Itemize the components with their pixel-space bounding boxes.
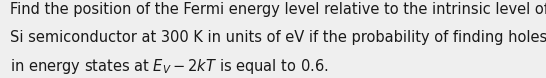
Text: Si semiconductor at 300 K in units of eV if the probability of finding holes: Si semiconductor at 300 K in units of eV… [10, 30, 546, 45]
Text: Find the position of the Fermi energy level relative to the intrinsic level of t: Find the position of the Fermi energy le… [10, 2, 546, 17]
Text: $\mathrm{in\ energy\ states\ at\ }E_V - 2kT\mathrm{\ is\ equal\ to\ 0.6.}$: $\mathrm{in\ energy\ states\ at\ }E_V - … [10, 57, 328, 76]
